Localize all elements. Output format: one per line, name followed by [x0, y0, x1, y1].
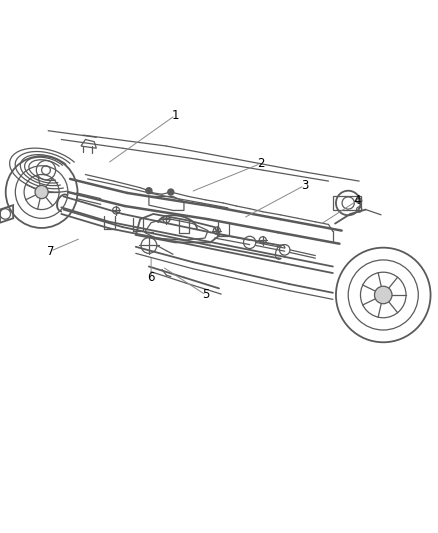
Text: 4: 4: [353, 195, 361, 207]
Circle shape: [146, 188, 152, 194]
Text: 6: 6: [147, 271, 155, 284]
Circle shape: [35, 185, 48, 199]
Text: 2: 2: [257, 157, 265, 170]
Circle shape: [168, 189, 174, 195]
Text: 5: 5: [202, 288, 209, 302]
Text: 3: 3: [301, 179, 308, 192]
Text: 7: 7: [46, 245, 54, 257]
Text: 1: 1: [171, 109, 179, 122]
Circle shape: [374, 286, 392, 304]
